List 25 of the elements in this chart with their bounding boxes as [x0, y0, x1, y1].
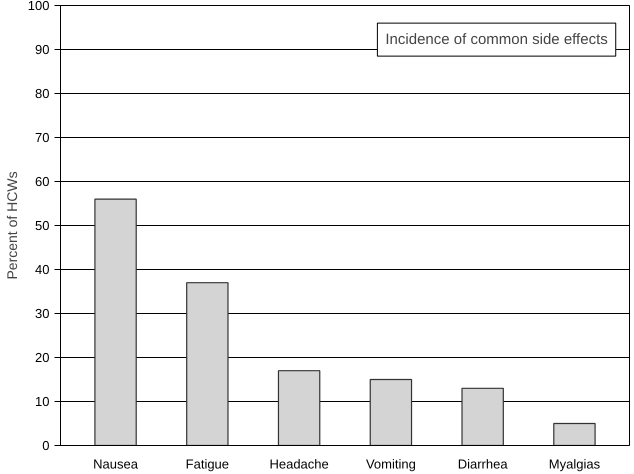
y-tick-label: 30: [35, 306, 50, 321]
y-tick-label: 40: [35, 262, 50, 277]
y-tick-label: 100: [28, 0, 50, 13]
y-tick-label: 60: [35, 174, 50, 189]
bar: [461, 388, 504, 446]
x-tick-label: Nausea: [93, 456, 139, 472]
bar: [186, 282, 229, 446]
y-tick-label: 80: [35, 86, 50, 101]
text: Incidence of common side effects: [385, 31, 608, 48]
y-axis-title: Percent of HCWs: [4, 171, 20, 280]
y-tick-label: 90: [35, 42, 50, 57]
bar: [370, 378, 412, 446]
y-tick-label: 20: [35, 350, 50, 365]
x-tick-label: Headache: [269, 456, 329, 472]
y-tick-label: 10: [35, 394, 50, 409]
x-tick-label: Myalgias: [548, 456, 601, 472]
x-tick-label: Fatigue: [186, 456, 230, 472]
x-tick-label: Vomiting: [366, 456, 416, 472]
y-tick-label: 70: [35, 130, 50, 145]
bar: [278, 370, 320, 446]
y-tick-label: 0: [42, 438, 50, 453]
bar: [94, 198, 137, 446]
y-tick-label: 50: [35, 218, 50, 233]
bar: [553, 422, 596, 446]
x-tick-label: Diarrhea: [458, 456, 508, 472]
